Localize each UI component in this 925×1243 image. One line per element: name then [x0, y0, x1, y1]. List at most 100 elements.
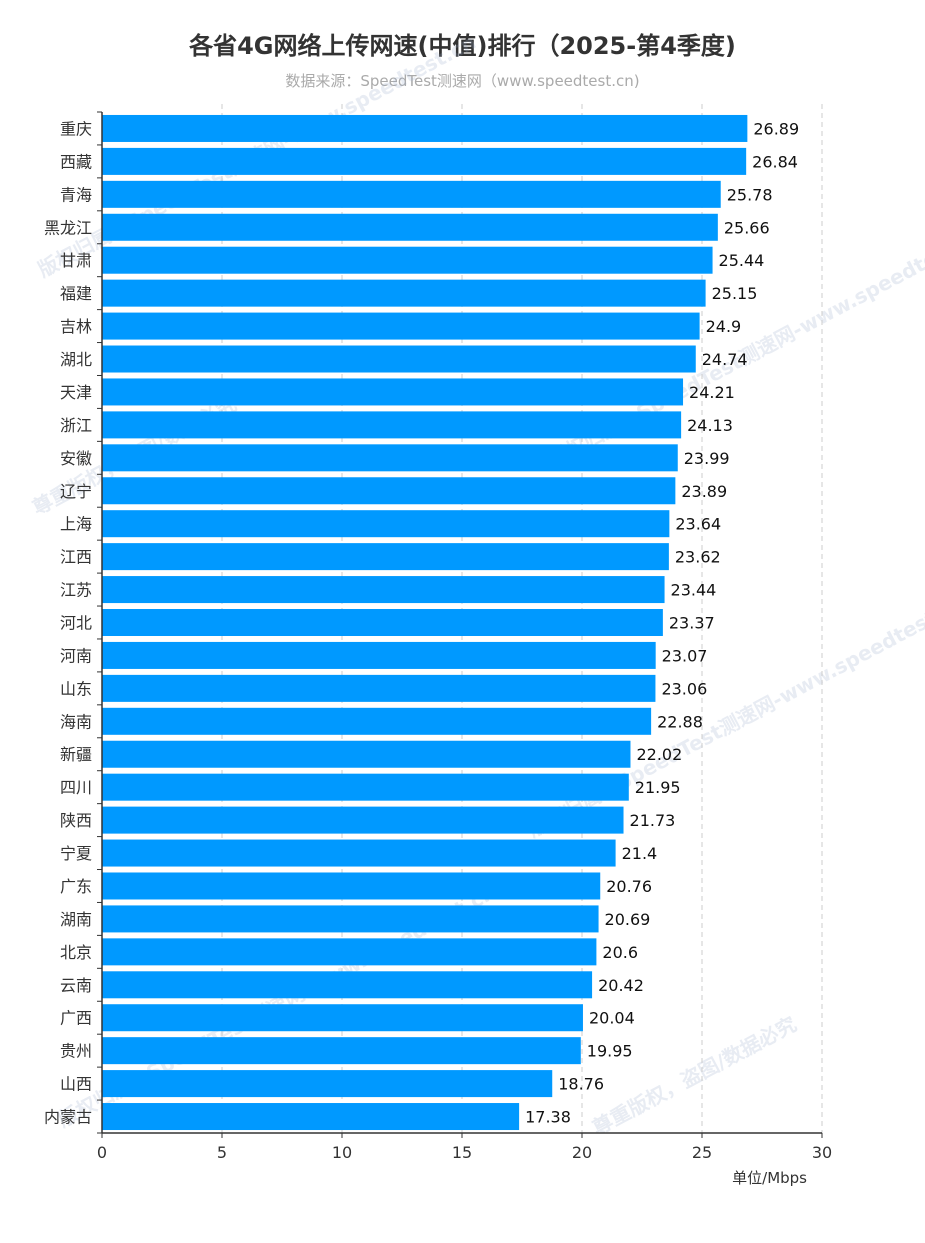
value-label: 24.74	[702, 350, 748, 369]
bar	[102, 378, 684, 406]
value-label: 23.99	[684, 449, 730, 468]
category-label: 福建	[60, 284, 92, 303]
category-label: 山东	[60, 679, 92, 698]
value-label: 21.95	[635, 778, 681, 797]
category-label: 新疆	[60, 745, 92, 764]
bar	[102, 147, 747, 175]
x-tick-label: 20	[572, 1143, 592, 1162]
category-label: 浙江	[60, 416, 92, 435]
bar	[102, 707, 652, 735]
category-label: 黑龙江	[44, 218, 92, 237]
bar	[102, 641, 656, 669]
category-label: 天津	[60, 383, 92, 402]
category-label: 湖南	[60, 910, 92, 929]
bar	[102, 971, 593, 999]
bar	[102, 114, 748, 142]
category-label: 贵州	[60, 1042, 92, 1061]
category-label: 广西	[60, 1009, 92, 1028]
value-label: 20.42	[598, 976, 644, 995]
bar	[102, 806, 624, 834]
x-axis-label: 单位/Mbps	[732, 1169, 807, 1187]
bar	[102, 411, 682, 439]
value-label: 23.64	[675, 515, 721, 534]
value-label: 21.73	[630, 811, 676, 830]
value-label: 25.66	[724, 218, 770, 237]
x-tick-label: 5	[217, 1143, 227, 1162]
bar	[102, 477, 676, 505]
category-label: 云南	[60, 976, 92, 995]
category-label: 吉林	[60, 317, 92, 336]
bar	[102, 1004, 583, 1032]
value-label: 26.84	[752, 152, 798, 171]
value-label: 23.07	[662, 646, 708, 665]
category-label: 内蒙古	[44, 1108, 92, 1127]
value-label: 20.69	[605, 910, 651, 929]
bar	[102, 213, 718, 241]
bar	[102, 510, 670, 538]
value-label: 26.89	[753, 119, 799, 138]
value-label: 25.78	[727, 185, 773, 204]
bar	[102, 345, 696, 373]
bar	[102, 609, 663, 636]
bar	[102, 543, 669, 571]
value-label: 23.06	[661, 679, 707, 698]
category-label: 陕西	[60, 811, 92, 830]
category-label: 辽宁	[60, 482, 92, 501]
value-label: 20.76	[606, 877, 652, 896]
value-label: 24.13	[687, 416, 733, 435]
category-label: 四川	[60, 778, 92, 797]
x-tick-label: 0	[97, 1143, 107, 1162]
category-label: 湖北	[60, 350, 92, 369]
bar	[102, 674, 656, 702]
bar	[102, 180, 721, 208]
bar	[102, 872, 601, 900]
value-label: 20.6	[602, 943, 638, 962]
value-label: 22.88	[657, 712, 703, 731]
category-label: 江西	[60, 548, 92, 567]
bar	[102, 839, 616, 867]
x-tick-label: 30	[812, 1143, 832, 1162]
value-label: 25.15	[712, 284, 758, 303]
category-label: 海南	[60, 712, 92, 731]
category-label: 西藏	[60, 152, 92, 171]
x-tick-label: 25	[692, 1143, 712, 1162]
value-label: 20.04	[589, 1009, 635, 1028]
x-tick-label: 10	[332, 1143, 352, 1162]
bar	[102, 444, 678, 472]
category-label: 山西	[60, 1075, 92, 1094]
value-label: 18.76	[558, 1075, 604, 1094]
bar	[102, 740, 631, 768]
bar	[102, 1103, 520, 1131]
category-label: 河南	[60, 646, 92, 665]
category-label: 北京	[60, 943, 92, 962]
value-label: 24.21	[689, 383, 735, 402]
value-label: 24.9	[706, 317, 742, 336]
category-label: 重庆	[60, 119, 92, 138]
value-label: 22.02	[636, 745, 682, 764]
bar	[102, 576, 665, 604]
category-label: 广东	[60, 877, 92, 896]
value-label: 23.44	[671, 581, 717, 600]
category-label: 宁夏	[60, 844, 92, 863]
value-label: 23.37	[669, 614, 715, 633]
bar	[102, 1070, 553, 1098]
bar	[102, 312, 700, 340]
value-label: 21.4	[622, 844, 658, 863]
category-label: 江苏	[60, 581, 92, 600]
category-label: 河北	[60, 614, 92, 633]
bar	[102, 1037, 581, 1065]
value-label: 19.95	[587, 1042, 633, 1061]
bar	[102, 905, 599, 933]
bar	[102, 246, 713, 274]
value-label: 17.38	[525, 1108, 571, 1127]
category-label: 甘肃	[60, 251, 92, 270]
value-label: 23.89	[681, 482, 727, 501]
bar	[102, 279, 706, 307]
value-label: 25.44	[719, 251, 765, 270]
x-tick-label: 15	[452, 1143, 472, 1162]
value-label: 23.62	[675, 548, 721, 567]
bar	[102, 938, 597, 966]
category-label: 上海	[60, 515, 92, 534]
chart-title: 各省4G网络上传网速(中值)排行（2025-第4季度)	[189, 32, 736, 60]
